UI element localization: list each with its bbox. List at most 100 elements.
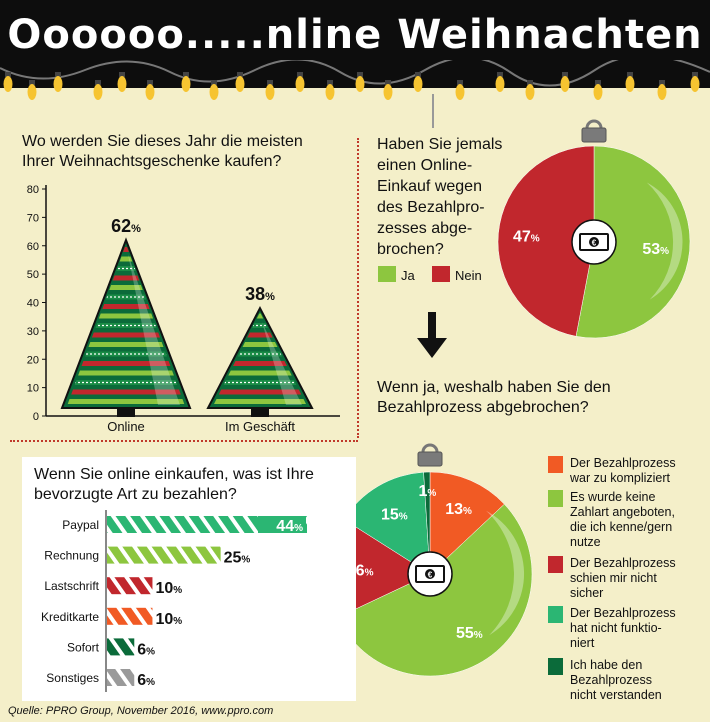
ornament-string [432,94,434,128]
legend-swatch [548,490,563,507]
light-bulb-icon [325,80,335,100]
legend-label-nein: Nein [455,268,482,283]
bar-value-label: 6% [137,672,155,689]
cash-icon: € [407,551,453,597]
light-bulb-icon [657,80,667,100]
y-tick-label: 70 [27,212,39,224]
legend-label: Es wurde keine Zahlart angeboten, die ich … [570,490,675,549]
q1-line: Wo werden Sie dieses Jahr die meisten [22,133,303,150]
legend-swatch [548,606,563,623]
light-bulb-icon [93,80,103,100]
q4-line: bevorzugte Art zu bezahlen? [34,486,237,503]
payment-bar [107,638,135,656]
y-tick-label: 30 [27,326,39,338]
source-note: Quelle: PPRO Group, November 2016, www.p… [8,705,274,717]
light-bulb-icon [53,72,63,92]
pie-value-label: 53% [642,241,669,258]
legend-label: Der Bezahlprozess hat nicht funktio-niert [570,606,676,650]
light-bulb-icon [495,72,505,92]
header-banner: Oooooo.....nline Weihnachten [0,0,710,100]
bar-value-label: 10% [155,611,182,628]
divider-horizontal [10,440,358,442]
light-bulb-icon [625,72,635,92]
bar-category-label: Lastschrift [44,579,99,593]
ornament-cap-icon [581,119,607,143]
bar-category-label: Sonstiges [46,671,99,685]
light-bulb-icon [3,72,13,92]
legend-swatch [548,556,563,573]
y-tick-label: 50 [27,269,39,281]
legend-label: Der Bezahlprozess schien mir nicht sicher [570,556,676,600]
q2-line: einen Online- [377,157,473,174]
pie-slice [429,471,505,575]
light-bulb-icon [413,72,423,92]
tree-bar-chart: 0 10 20 30 40 50 60 70 80 62% Online 38% Im Geschäft [27,184,340,434]
legend-label-ja: Ja [401,268,415,283]
pie-slice [575,145,691,339]
string-lights [0,60,710,100]
divider-vertical [357,138,359,438]
pie-value-label: 13% [445,501,472,518]
cash-icon: € [571,219,617,265]
light-bulb-icon [295,72,305,92]
q2-line: zesses abge- [377,220,473,237]
bar-value-label: 25% [224,550,251,567]
y-tick-label: 10 [27,383,39,395]
value-label: 62% [111,216,141,236]
y-tick-label: 80 [27,184,39,196]
ornament-pie-2: 13%55%16%15%1%€ [327,443,533,677]
bar-category-label: Rechnung [44,549,99,563]
q1-title: Wo werden Sie dieses Jahr die meisten Ih… [22,132,303,172]
light-bulb-icon [593,80,603,100]
ornament-shine [486,510,525,636]
light-bulb-icon [355,72,365,92]
q2-line: Einkauf wegen [377,178,482,195]
bar-category-label: Sofort [67,640,100,654]
light-bulb-icon [525,80,535,100]
legend-swatch-ja [378,266,396,282]
pie-value-label: 55% [456,625,483,642]
x-category-label: Im Geschäft [225,419,295,434]
payment-bar [107,546,221,564]
q2-line: brochen? [377,241,444,258]
ornament-shine [646,182,683,300]
tree-bar-online [60,237,192,417]
light-wire [0,60,710,87]
legend-label: Ich habe den Bezahlprozess nicht verstande… [570,658,662,702]
light-bulb-icon [27,80,37,100]
payment-bar [107,577,153,595]
pie-value-label: 15% [381,507,408,524]
legend-swatch [548,456,563,473]
pie-value-label: 1% [418,483,436,500]
pie-value-label: 47% [513,229,540,246]
q4-line: Wenn Sie online einkaufen, was ist Ihre [34,466,314,483]
x-category-label: Online [107,419,145,434]
svg-text:€: € [592,239,597,248]
q2-title: Haben Sie jemals einen Online- Einkauf w… [377,134,502,260]
payment-bar [107,669,135,686]
bar-value-label: 44% [276,518,303,535]
ornament-pie-1: 53% 47% € [497,119,691,339]
legend-label: Der Bezahlprozess war zu kompliziert [570,456,676,485]
y-tick-label: 40 [27,298,39,310]
bar-category-label: Paypal [62,518,99,532]
payment-bar [107,607,153,625]
q3-title: Wenn ja, weshalb haben Sie den Bezahlpro… [377,378,611,418]
tree-bar-im-geschaeft [206,306,314,417]
payment-panel [22,457,356,701]
bar-value-label: 6% [137,641,155,658]
q2-line: Haben Sie jemals [377,136,503,153]
ornament-cap-icon [417,443,443,467]
y-tick-label: 20 [27,354,39,366]
light-bulb-icon [383,80,393,100]
light-bulb-icon [235,72,245,92]
payment-bar [107,516,307,533]
y-tick-label: 60 [27,241,39,253]
svg-text:€: € [428,571,433,580]
value-label: 38% [245,284,275,304]
bar-category-label: Kreditkarte [41,610,99,624]
q1-line: Ihrer Weihnachtsgeschenke kaufen? [22,153,282,170]
bar-value-label: 10% [155,580,182,597]
light-bulb-icon [181,72,191,92]
page-title: Oooooo.....nline Weihnachten [7,12,703,58]
